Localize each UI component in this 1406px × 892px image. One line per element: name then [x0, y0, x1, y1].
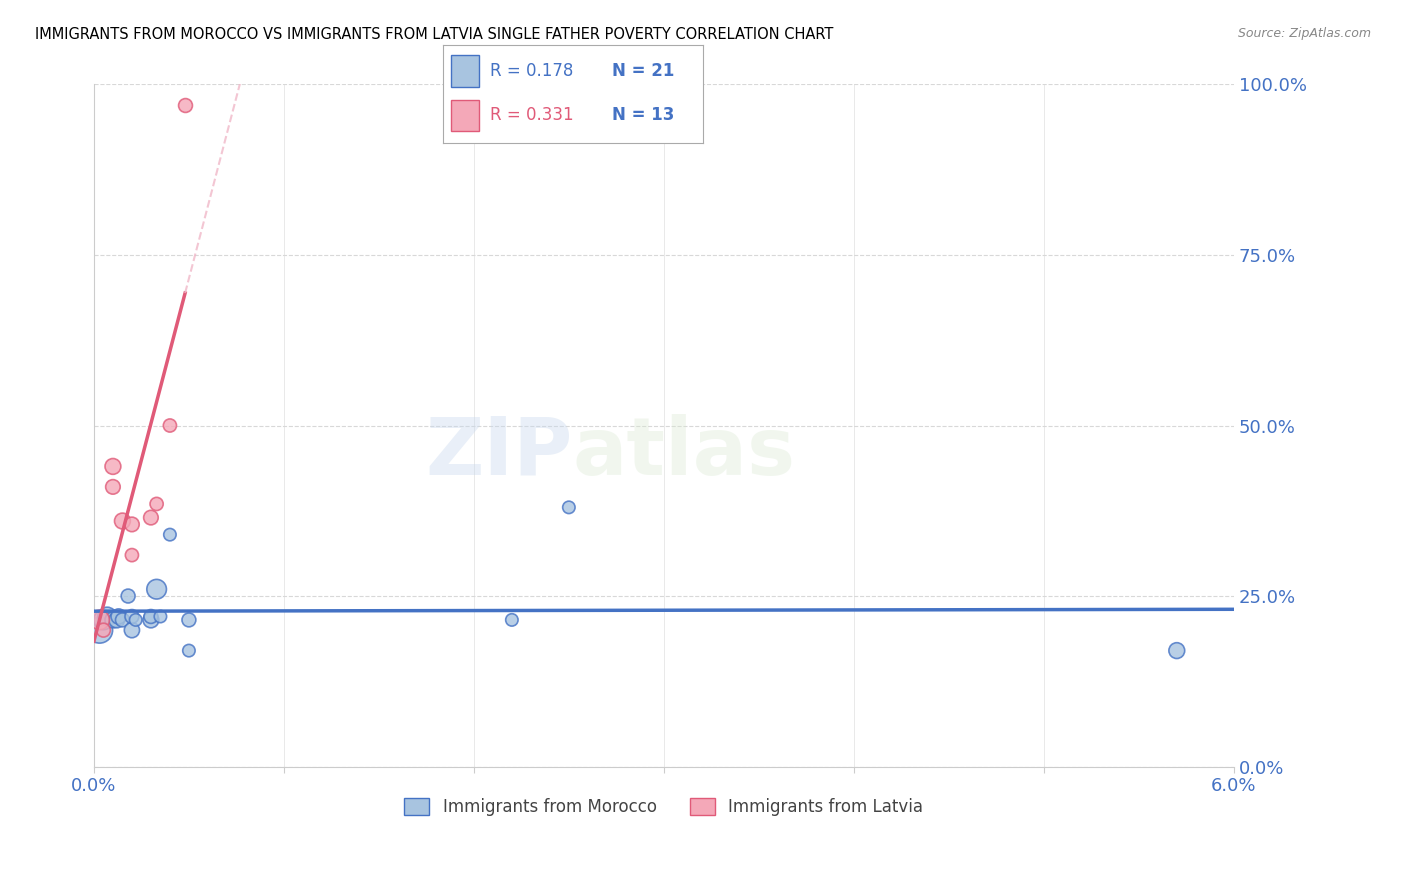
Point [117, 589, 139, 603]
Point [177, 613, 200, 627]
Text: atlas: atlas [572, 414, 796, 491]
Point [177, 643, 200, 657]
Point [101, 480, 124, 494]
Point [121, 548, 143, 562]
Text: N = 13: N = 13 [612, 106, 675, 124]
Text: R = 0.331: R = 0.331 [489, 106, 574, 124]
Point [107, 609, 129, 624]
Legend: Immigrants from Morocco, Immigrants from Latvia: Immigrants from Morocco, Immigrants from… [398, 791, 929, 823]
Point [121, 517, 143, 532]
Point [145, 497, 167, 511]
Point [111, 613, 134, 627]
Point [101, 613, 124, 627]
Point [125, 613, 148, 627]
Point [139, 510, 162, 524]
Text: R = 0.178: R = 0.178 [489, 62, 574, 80]
Point [111, 514, 134, 528]
Point [89, 623, 111, 637]
Point [139, 613, 162, 627]
Point [174, 98, 197, 112]
Point [89, 613, 111, 627]
Text: N = 21: N = 21 [612, 62, 675, 80]
Point [501, 613, 523, 627]
Point [101, 459, 124, 474]
Point [159, 527, 181, 541]
Point [105, 613, 128, 627]
Point [145, 582, 167, 597]
Point [121, 609, 143, 624]
Text: ZIP: ZIP [426, 414, 572, 491]
Text: IMMIGRANTS FROM MOROCCO VS IMMIGRANTS FROM LATVIA SINGLE FATHER POVERTY CORRELAT: IMMIGRANTS FROM MOROCCO VS IMMIGRANTS FR… [35, 27, 834, 42]
FancyBboxPatch shape [451, 100, 479, 131]
Point [93, 613, 115, 627]
Point [96, 609, 118, 624]
Point [139, 609, 162, 624]
FancyBboxPatch shape [451, 55, 479, 87]
Point [558, 500, 581, 515]
Text: Source: ZipAtlas.com: Source: ZipAtlas.com [1237, 27, 1371, 40]
Point [159, 418, 181, 433]
Point [149, 609, 172, 624]
Point [1166, 643, 1188, 657]
Point [121, 623, 143, 637]
Point [93, 623, 115, 637]
